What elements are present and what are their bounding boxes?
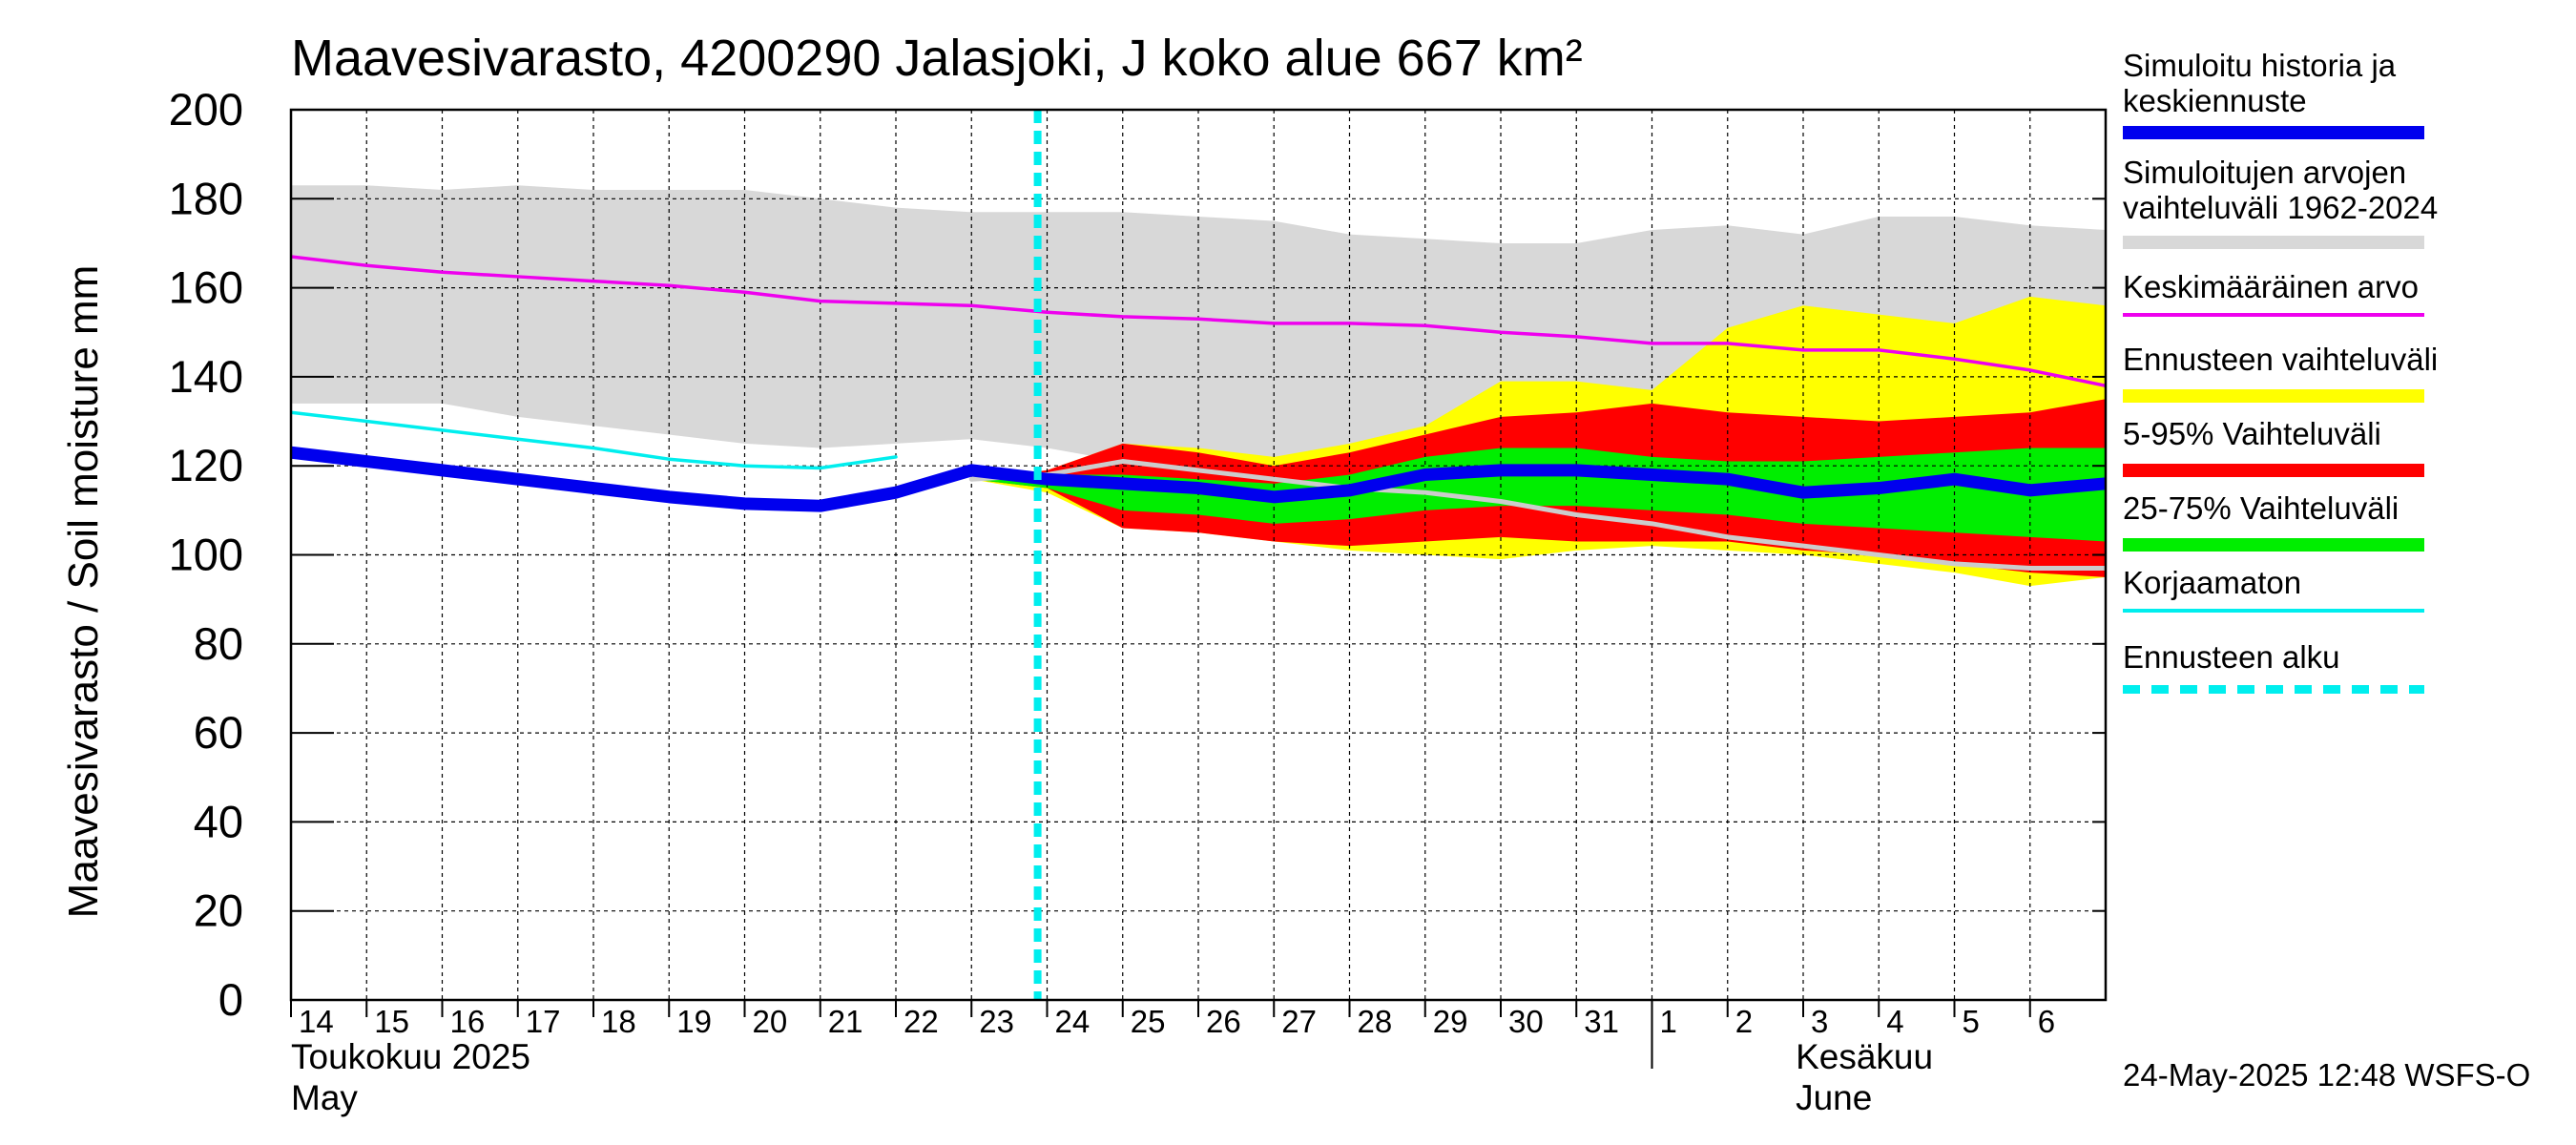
y-tick-label: 180	[169, 173, 243, 223]
y-tick-label: 20	[194, 885, 243, 936]
x-tick-label: 19	[676, 1004, 712, 1039]
x-tick-label: 26	[1206, 1004, 1241, 1039]
legend-label: Simuloitu historia ja keskiennuste	[2123, 48, 2397, 118]
month-label-june-fi: Kesäkuu	[1796, 1037, 1933, 1076]
legend-label: Simuloitujen arvojen vaihteluväli 1962-2…	[2123, 155, 2439, 225]
x-tick-label: 28	[1358, 1004, 1393, 1039]
legend-swatch-25-75	[2123, 538, 2424, 552]
y-tick-label: 200	[169, 84, 243, 135]
month-label-may-en: May	[291, 1078, 358, 1117]
y-axis-title: Maavesivarasto / Soil moisture mm	[60, 264, 107, 919]
series-mean	[291, 255, 2106, 387]
y-tick-label: 0	[218, 974, 243, 1025]
x-tick-label: 22	[904, 1004, 939, 1039]
x-tick-label: 15	[374, 1004, 409, 1039]
y-tick-label: 100	[169, 530, 243, 580]
legend-swatch-history	[2123, 126, 2424, 139]
x-tick-label: 16	[450, 1004, 486, 1039]
legend-swatch-forecast-start	[2123, 685, 2424, 694]
legend-swatch-5-95	[2123, 464, 2424, 477]
x-tick-label: 20	[753, 1004, 788, 1039]
timestamp: 24-May-2025 12:48 WSFS-O	[2123, 1057, 2531, 1093]
legend-swatch-range	[2123, 236, 2424, 249]
y-tick-label: 160	[169, 262, 243, 313]
series-grey-line	[968, 459, 2106, 571]
x-tick-label: 6	[2038, 1004, 2055, 1039]
x-tick-label: 4	[1886, 1004, 1903, 1039]
x-tick-label: 30	[1508, 1004, 1544, 1039]
month-label-may-fi: Toukokuu 2025	[291, 1037, 530, 1076]
x-tick-label: 3	[1811, 1004, 1828, 1039]
x-tick-label: 27	[1281, 1004, 1317, 1039]
x-tick-label: 5	[1963, 1004, 1980, 1039]
x-tick-label: 25	[1131, 1004, 1166, 1039]
x-tick-label: 21	[828, 1004, 863, 1039]
x-tick-label: 31	[1584, 1004, 1619, 1039]
x-tick-label: 18	[601, 1004, 636, 1039]
legend-label: Ennusteen vaihteluväli	[2123, 342, 2439, 377]
x-tick-label: 24	[1055, 1004, 1091, 1039]
legend-swatch-mean	[2123, 313, 2424, 317]
x-tick-label: 2	[1735, 1004, 1753, 1039]
band-25-75	[971, 448, 2106, 542]
series-uncorrected	[291, 410, 898, 470]
x-tick-label: 14	[299, 1004, 334, 1039]
plot-area	[291, 110, 2106, 1000]
legend-swatch-uncorrected	[2123, 609, 2424, 613]
x-tick-label: 1	[1660, 1004, 1677, 1039]
legend-swatch-forecast-range	[2123, 389, 2424, 403]
y-tick-label: 80	[194, 618, 243, 669]
x-tick-label: 17	[526, 1004, 561, 1039]
legend-label: 25-75% Vaihteluväli	[2123, 490, 2399, 526]
y-tick-label: 60	[194, 707, 243, 758]
y-tick-label: 140	[169, 351, 243, 402]
y-tick-label: 40	[194, 796, 243, 846]
month-label-june-en: June	[1796, 1078, 1872, 1117]
legend-label: Ennusteen alku	[2123, 639, 2340, 675]
legend-label: 5-95% Vaihteluväli	[2123, 416, 2381, 451]
y-tick-label: 120	[169, 440, 243, 490]
chart-title: Maavesivarasto, 4200290 Jalasjoki, J kok…	[291, 30, 1583, 87]
series-history	[291, 446, 2106, 512]
x-tick-label: 23	[979, 1004, 1014, 1039]
legend-label: Korjaamaton	[2123, 565, 2302, 600]
legend-label: Keskimääräinen arvo	[2123, 269, 2419, 304]
x-tick-label: 29	[1433, 1004, 1468, 1039]
